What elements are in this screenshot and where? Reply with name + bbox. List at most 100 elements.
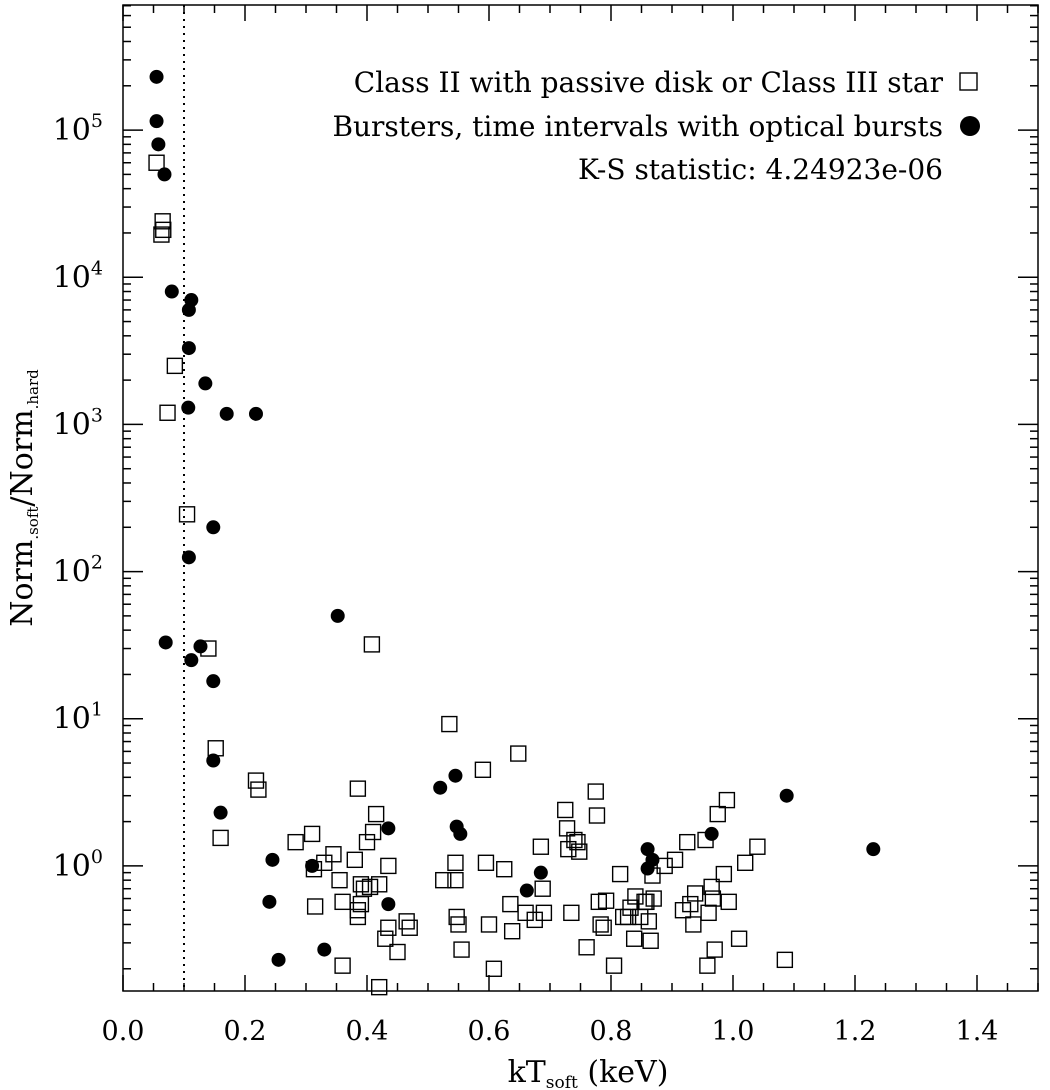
y-tick-label: 105: [53, 110, 103, 148]
data-point-circle: [262, 894, 277, 909]
data-point-square: [703, 878, 720, 896]
data-point-circle: [448, 768, 463, 783]
data-point-square: [656, 857, 673, 875]
data-point-square: [474, 761, 492, 778]
data-point-square: [611, 865, 629, 883]
data-point-square: [685, 916, 702, 933]
data-point-square: [485, 960, 503, 977]
data-point-circle: [184, 653, 199, 668]
data-point-circle: [704, 826, 719, 841]
data-point-square: [287, 833, 304, 851]
legend-marker-square: [959, 72, 978, 91]
data-point-circle: [265, 852, 280, 867]
data-point-square: [447, 871, 464, 889]
x-tick-label: 1.4: [956, 1016, 999, 1047]
y-tick-base: 10: [53, 702, 91, 737]
data-point-circle: [181, 341, 196, 356]
data-point-circle: [271, 952, 286, 967]
data-point-square: [154, 213, 171, 230]
data-point-square: [349, 908, 367, 926]
data-point-square: [640, 913, 658, 930]
data-point-circle: [453, 826, 468, 841]
data-point-square: [704, 890, 722, 907]
data-point-circle: [206, 520, 221, 535]
y-axis-label-sep: /Norm: [5, 409, 40, 506]
data-point-circle: [149, 69, 164, 84]
data-point-square: [358, 833, 376, 851]
y-tick-base: 10: [53, 555, 91, 590]
data-point-square: [316, 854, 333, 871]
y-tick-base: 10: [53, 407, 91, 442]
y-tick-label: 102: [53, 552, 103, 590]
data-point-square: [503, 923, 521, 940]
data-point-square: [510, 745, 527, 762]
y-tick-exponent: 1: [91, 699, 103, 721]
y-axis-label-a: Norm: [5, 540, 40, 627]
data-point-circle: [219, 406, 234, 421]
data-point-square: [166, 357, 184, 375]
data-point-square: [153, 226, 170, 243]
data-point-square: [247, 772, 265, 789]
data-point-circle: [317, 942, 332, 957]
x-tick-label: 0.0: [102, 1016, 145, 1047]
data-point-square: [306, 898, 324, 915]
data-point-square: [480, 916, 498, 933]
data-point-square: [578, 939, 595, 956]
data-point-square: [346, 851, 363, 869]
data-point-square: [720, 893, 737, 911]
data-point-square: [532, 838, 550, 855]
data-point-square: [642, 932, 659, 949]
data-point-circle: [519, 883, 534, 898]
data-points: [148, 69, 881, 996]
data-point-square: [625, 930, 643, 947]
data-point-square: [622, 899, 639, 916]
data-point-square: [389, 943, 406, 961]
data-point-square: [737, 854, 754, 871]
data-point-circle: [381, 821, 396, 836]
x-tick-label: 0.8: [590, 1016, 633, 1047]
data-point-square: [453, 941, 470, 958]
x-tick-label: 0.4: [346, 1016, 389, 1047]
data-point-circle: [181, 550, 196, 565]
data-point-circle: [248, 406, 263, 421]
data-point-square: [730, 930, 748, 947]
data-point-square: [377, 930, 394, 947]
data-point-square: [447, 854, 464, 871]
data-point-square: [709, 805, 726, 823]
data-point-square: [566, 831, 583, 849]
y-tick-exponent: 0: [91, 846, 103, 868]
axis-ticks: 0.0 0.2 0.4 0.6 0.8 1.0 1.2 1.41001011021031041…: [53, 4, 1039, 1047]
data-point-square: [331, 871, 348, 889]
data-point-square: [679, 833, 696, 851]
data-point-square: [178, 506, 196, 523]
data-point-square: [363, 636, 381, 653]
data-point-circle: [149, 114, 164, 129]
y-tick-exponent: 2: [91, 552, 103, 574]
data-point-square: [595, 919, 612, 936]
y-tick-label: 104: [53, 257, 103, 295]
data-point-square: [715, 865, 733, 883]
data-point-square: [364, 823, 382, 841]
data-point-square: [148, 154, 165, 171]
data-point-square: [699, 957, 716, 974]
data-point-square: [534, 880, 551, 897]
data-point-square: [380, 857, 397, 875]
data-point-square: [619, 908, 637, 926]
data-point-square: [682, 895, 699, 913]
y-axis-label-a-sub: .soft: [24, 507, 42, 540]
data-point-square: [303, 825, 321, 843]
data-point-square: [686, 885, 704, 902]
y-tick-label: 101: [53, 699, 103, 737]
x-axis-label-sub: soft: [546, 1073, 578, 1090]
data-point-circle: [640, 842, 655, 857]
data-point-circle: [533, 865, 548, 880]
data-point-square: [367, 805, 385, 823]
data-point-square: [666, 851, 684, 869]
legend-marker-circle: [960, 116, 980, 136]
data-point-circle: [158, 635, 173, 650]
data-point-square: [325, 846, 342, 863]
y-axis-label: Norm.soft/Norm.hard: [5, 369, 42, 627]
data-point-square: [398, 913, 415, 930]
data-point-square: [627, 888, 644, 905]
